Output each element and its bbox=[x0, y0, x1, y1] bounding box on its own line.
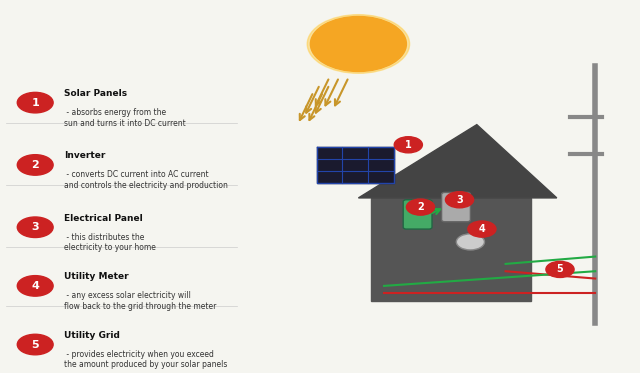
Text: - this distributes the
electricity to your home: - this distributes the electricity to yo… bbox=[64, 233, 156, 252]
Text: 1: 1 bbox=[405, 140, 412, 150]
Text: Electrical Panel: Electrical Panel bbox=[64, 214, 143, 223]
Text: - any excess solar electricity will
flow back to the grid through the meter: - any excess solar electricity will flow… bbox=[64, 291, 216, 311]
Circle shape bbox=[310, 16, 406, 72]
Circle shape bbox=[17, 93, 53, 113]
Text: 2: 2 bbox=[31, 160, 39, 170]
Circle shape bbox=[445, 192, 474, 208]
Text: 5: 5 bbox=[557, 264, 563, 275]
FancyBboxPatch shape bbox=[403, 200, 432, 229]
Text: Inverter: Inverter bbox=[64, 151, 106, 160]
FancyBboxPatch shape bbox=[442, 192, 470, 222]
Circle shape bbox=[546, 261, 574, 278]
Circle shape bbox=[17, 155, 53, 175]
Circle shape bbox=[17, 276, 53, 296]
Text: - absorbs energy from the
sun and turns it into DC current: - absorbs energy from the sun and turns … bbox=[64, 108, 186, 128]
Text: Solar Panels: Solar Panels bbox=[64, 89, 127, 98]
Circle shape bbox=[468, 221, 496, 237]
Text: 1: 1 bbox=[31, 98, 39, 108]
Text: 3: 3 bbox=[31, 222, 39, 232]
Circle shape bbox=[307, 15, 410, 73]
Text: 5: 5 bbox=[31, 339, 39, 350]
Circle shape bbox=[17, 334, 53, 355]
Polygon shape bbox=[371, 198, 531, 301]
Circle shape bbox=[456, 234, 484, 250]
Polygon shape bbox=[317, 147, 394, 183]
Polygon shape bbox=[358, 125, 557, 198]
Text: 3: 3 bbox=[456, 195, 463, 205]
Text: 2: 2 bbox=[417, 202, 424, 212]
Text: - converts DC current into AC current
and controls the electricity and productio: - converts DC current into AC current an… bbox=[64, 170, 228, 190]
Text: Utility Grid: Utility Grid bbox=[64, 331, 120, 340]
Circle shape bbox=[394, 137, 422, 153]
Text: 4: 4 bbox=[31, 281, 39, 291]
Circle shape bbox=[17, 217, 53, 238]
Text: 4: 4 bbox=[479, 224, 485, 234]
Text: Utility Meter: Utility Meter bbox=[64, 272, 129, 281]
Circle shape bbox=[406, 199, 435, 215]
Text: - provides electricity when you exceed
the amount produced by your solar panels: - provides electricity when you exceed t… bbox=[64, 350, 227, 369]
